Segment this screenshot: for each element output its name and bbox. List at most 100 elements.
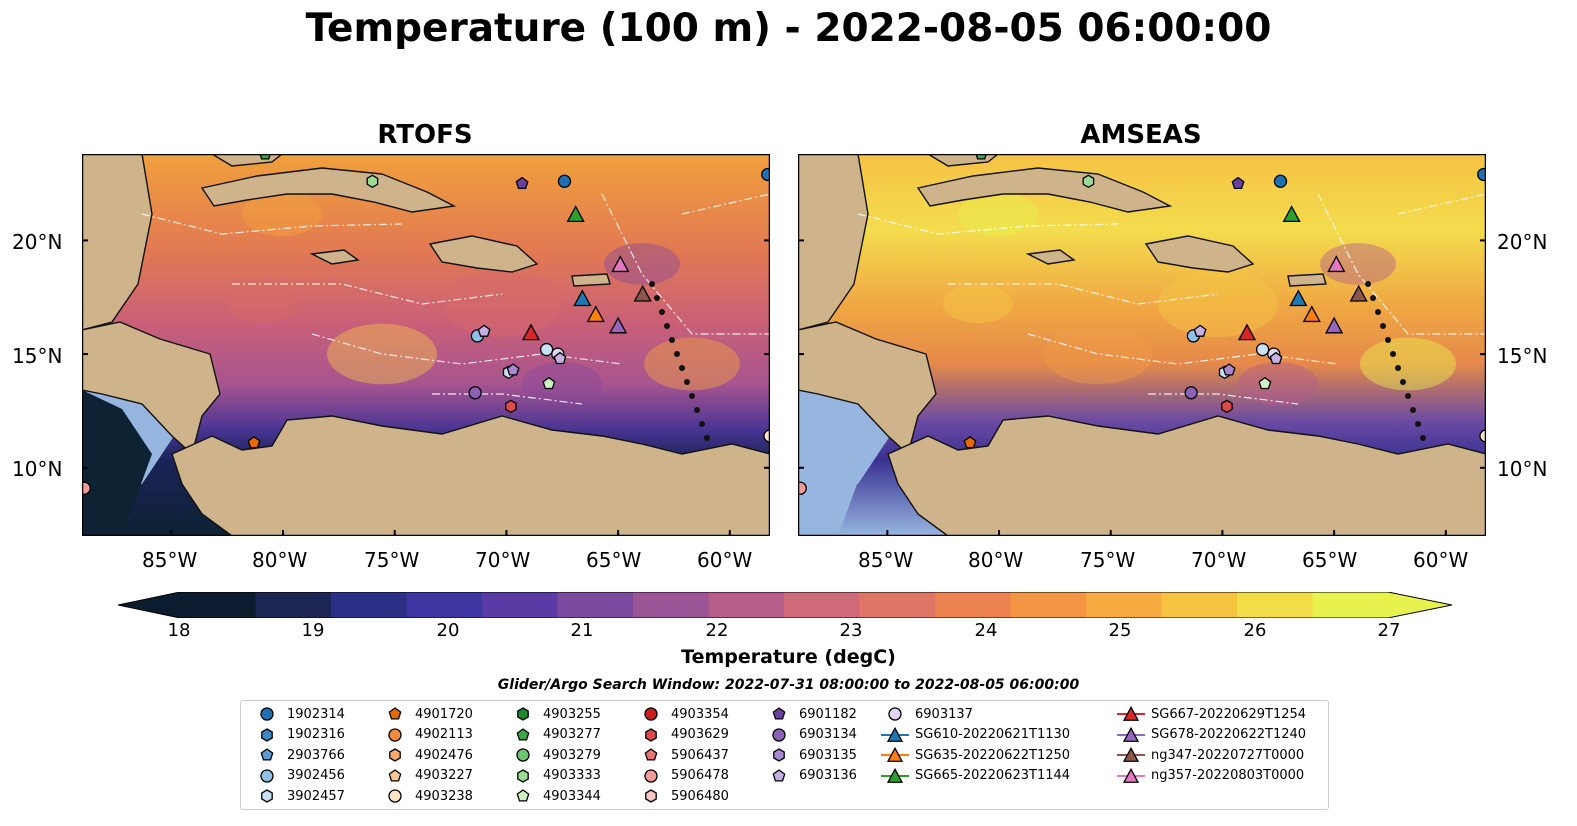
lat-tick-label: 10°N bbox=[12, 457, 63, 481]
legend-label: 4903629 bbox=[671, 727, 729, 742]
legend-item: 6903134 bbox=[765, 726, 857, 744]
legend-item: 4902476 bbox=[381, 746, 473, 764]
island bbox=[1420, 435, 1426, 441]
eddy-feature bbox=[227, 284, 297, 324]
land-mass bbox=[798, 154, 869, 331]
colorbar-tick-label: 21 bbox=[570, 620, 594, 641]
legend-marker-icon bbox=[881, 767, 909, 783]
eez-boundary bbox=[1317, 193, 1486, 335]
platform-marker bbox=[366, 174, 379, 189]
island bbox=[1395, 365, 1401, 371]
legend-pentagon-icon bbox=[516, 789, 530, 802]
colorbar-tick-label: 20 bbox=[436, 620, 460, 641]
legend-item: 4903344 bbox=[509, 787, 601, 805]
legend-marker-icon bbox=[881, 746, 909, 762]
legend-marker-icon bbox=[388, 727, 402, 742]
legend-hexagon-icon bbox=[517, 768, 529, 783]
platform-marker bbox=[1269, 351, 1283, 365]
land-mass bbox=[171, 415, 770, 536]
legend-item: 4903255 bbox=[509, 705, 601, 723]
legend-marker-icon bbox=[388, 707, 402, 720]
amseas-panel-title: AMSEAS bbox=[1080, 120, 1202, 150]
platform-marker bbox=[609, 316, 628, 334]
search-window-caption: Glider/Argo Search Window: 2022-07-31 08… bbox=[497, 677, 1080, 693]
platform-marker bbox=[1327, 255, 1346, 273]
legend-triangle-icon bbox=[1122, 767, 1140, 783]
island bbox=[654, 295, 660, 301]
colorbar-segment bbox=[1010, 592, 1087, 618]
legend-triangle-icon bbox=[1122, 705, 1140, 721]
lon-tick-label: 75°W bbox=[1080, 548, 1136, 572]
legend-marker-icon bbox=[881, 726, 909, 742]
land-mass bbox=[82, 321, 221, 456]
legend-hexagon-icon bbox=[261, 727, 273, 742]
land-mass bbox=[887, 415, 1486, 536]
platform-marker bbox=[539, 342, 554, 357]
colorbar-segment bbox=[1312, 592, 1389, 618]
platform-marker bbox=[1184, 386, 1198, 400]
colorbar-segment bbox=[482, 592, 558, 618]
island bbox=[1370, 295, 1376, 301]
legend-label: SG635-20220622T1250 bbox=[915, 747, 1071, 763]
legend-item: 2903766 bbox=[253, 746, 345, 764]
legend-hexagon-icon bbox=[773, 748, 785, 762]
island bbox=[1410, 407, 1416, 413]
legend-item: SG635-20220622T1250 bbox=[881, 746, 1070, 764]
legend-triangle-icon bbox=[1122, 726, 1140, 742]
platform-marker bbox=[82, 481, 91, 495]
rtofs-panel-title: RTOFS bbox=[377, 120, 473, 150]
legend-label: 6903134 bbox=[799, 727, 857, 742]
legend-circle-icon bbox=[772, 727, 786, 742]
lon-tick-label: 65°W bbox=[1302, 548, 1358, 572]
land-mass bbox=[200, 167, 457, 213]
eddy-feature bbox=[1158, 271, 1278, 337]
amseas-map bbox=[798, 154, 1486, 536]
legend-marker-icon bbox=[645, 789, 657, 803]
land-mass bbox=[309, 249, 360, 265]
eez-boundary bbox=[432, 393, 583, 405]
colorbar-segment bbox=[633, 592, 709, 618]
land-mass bbox=[798, 321, 937, 456]
platform-marker bbox=[515, 176, 529, 190]
legend-marker-icon bbox=[1117, 705, 1145, 721]
legend-label: 5906478 bbox=[671, 768, 729, 783]
legend-marker-icon bbox=[261, 727, 273, 742]
island bbox=[669, 337, 675, 343]
legend-pentagon-icon bbox=[772, 768, 786, 782]
legend-marker-icon bbox=[888, 707, 902, 721]
eddy-feature bbox=[242, 192, 322, 236]
platform-marker bbox=[1477, 167, 1486, 182]
pacific-water bbox=[798, 390, 868, 536]
platform-marker bbox=[1082, 174, 1095, 189]
island bbox=[1415, 421, 1421, 427]
platform-marker bbox=[1273, 174, 1288, 188]
island bbox=[1375, 309, 1381, 315]
island bbox=[664, 323, 670, 329]
legend-label: 2903766 bbox=[287, 747, 345, 763]
legend-item: 6903135 bbox=[765, 746, 857, 764]
colorbar-segment bbox=[557, 592, 634, 618]
legend-triangle-icon bbox=[886, 746, 904, 762]
legend-item: 5906437 bbox=[637, 746, 729, 764]
legend-label: SG667-20220629T1254 bbox=[1151, 706, 1307, 722]
legend-marker-icon bbox=[260, 707, 274, 721]
legend-label: 6903135 bbox=[799, 747, 857, 763]
colorbar-segment bbox=[708, 592, 785, 618]
platform-marker bbox=[963, 435, 977, 449]
eez-boundary bbox=[232, 283, 503, 305]
legend-pentagon-icon bbox=[516, 727, 530, 741]
legend-marker-icon bbox=[388, 768, 402, 782]
island bbox=[1365, 281, 1371, 287]
colorbar-tick-label: 26 bbox=[1243, 620, 1267, 641]
eddy-feature bbox=[1360, 337, 1456, 391]
legend-triangle-icon bbox=[886, 767, 904, 783]
platform-marker bbox=[586, 305, 605, 323]
legend-marker-icon bbox=[772, 707, 786, 720]
colorbar-tick-label: 25 bbox=[1108, 620, 1132, 641]
legend-triangle-icon bbox=[886, 726, 904, 742]
legend-marker-icon bbox=[644, 748, 658, 761]
platform-marker bbox=[247, 435, 261, 449]
colorbar-segment bbox=[180, 592, 256, 618]
eddy-feature bbox=[522, 362, 602, 406]
legend-label: 4902476 bbox=[415, 747, 473, 763]
